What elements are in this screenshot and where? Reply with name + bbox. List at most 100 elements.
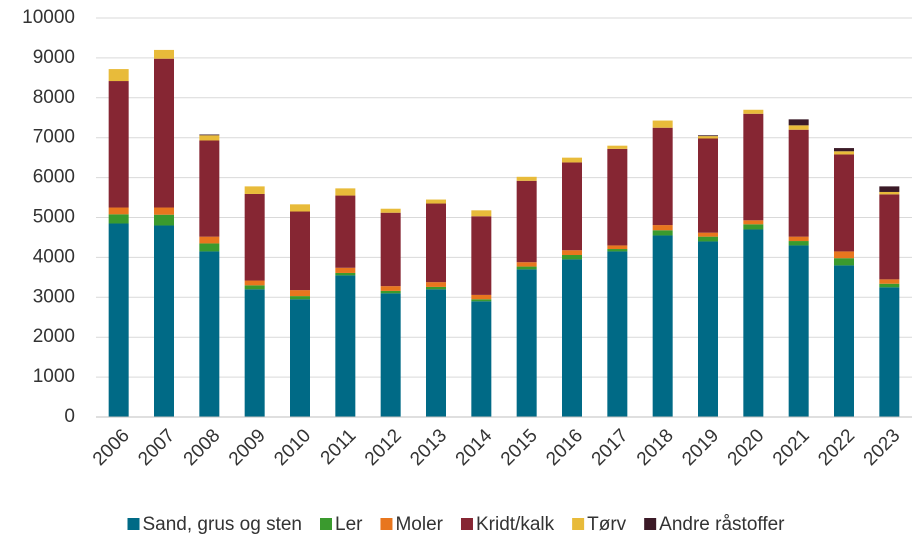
- bar-segment: [743, 113, 764, 221]
- bar-segment: [108, 207, 129, 215]
- bar-segment: [426, 282, 446, 287]
- bar-segment: [652, 235, 673, 417]
- legend-swatch: [644, 518, 657, 530]
- bar-segment: [380, 286, 401, 291]
- bar-segment: [471, 210, 492, 217]
- bar-segment: [879, 186, 900, 192]
- legend-swatch: [380, 518, 393, 530]
- bar-segment: [426, 289, 446, 417]
- y-tick-label: 7000: [33, 127, 75, 148]
- bar-segment: [290, 204, 310, 212]
- x-tick-label: 2016: [542, 425, 587, 470]
- bar-segment: [471, 299, 492, 302]
- legend-swatch: [127, 518, 140, 530]
- bar-segment: [199, 243, 220, 252]
- bar-segment: [516, 269, 537, 417]
- bar-segment: [879, 191, 900, 195]
- bar-segment: [879, 194, 900, 280]
- bar-segment: [834, 265, 854, 417]
- bar-segment: [335, 188, 356, 196]
- legend-label: Kridt/kalk: [476, 514, 555, 535]
- bar-segment: [562, 255, 582, 260]
- bar-segment: [652, 120, 673, 128]
- bar-segment: [199, 135, 220, 141]
- bar-segment: [154, 49, 174, 59]
- bar-segment: [562, 259, 582, 417]
- bar-segment: [335, 267, 356, 273]
- bar-segment: [834, 258, 854, 266]
- bar-segment: [743, 229, 764, 417]
- bar-segment: [380, 293, 401, 417]
- bar-segment: [562, 157, 582, 163]
- y-tick-label: 9000: [33, 47, 75, 68]
- bar-segment: [788, 236, 809, 242]
- bar-segment: [471, 216, 492, 295]
- legend-swatch: [460, 518, 473, 530]
- bar-segment: [607, 145, 628, 149]
- y-tick-label: 4000: [33, 246, 75, 267]
- x-tick-label: 2020: [724, 425, 769, 470]
- y-tick-label: 5000: [33, 207, 75, 228]
- x-tick-label: 2018: [633, 425, 678, 470]
- bar-segment: [834, 148, 854, 152]
- bar-segment: [516, 176, 537, 181]
- bar-segment: [199, 134, 220, 136]
- x-tick-label: 2014: [452, 425, 497, 470]
- bar-segment: [380, 212, 401, 287]
- bar-segment: [154, 225, 174, 417]
- bar-segment: [788, 245, 809, 417]
- bar-segment: [335, 272, 356, 276]
- bar-segment: [244, 280, 265, 286]
- y-tick-label: 6000: [33, 167, 75, 188]
- y-tick-label: 8000: [33, 87, 75, 108]
- y-tick-label: 3000: [33, 286, 75, 307]
- bar-segment: [698, 136, 718, 139]
- bar-segment: [471, 294, 492, 300]
- bar-segment: [244, 193, 265, 281]
- bar-segment: [108, 223, 129, 417]
- bar-segment: [199, 140, 220, 237]
- x-tick-label: 2011: [317, 425, 361, 469]
- x-tick-label: 2017: [588, 425, 633, 470]
- bar-segment: [426, 203, 446, 283]
- bar-segment: [335, 275, 356, 417]
- bar-segment: [879, 283, 900, 288]
- bar-segment: [607, 249, 628, 252]
- bar-segment: [652, 225, 673, 231]
- bar-segment: [380, 290, 401, 294]
- bar-segment: [108, 69, 129, 82]
- bar-segment: [788, 119, 809, 126]
- bar-segment: [698, 236, 718, 242]
- bar-segment: [154, 214, 174, 226]
- legend-label: Sand, grus og sten: [143, 514, 303, 535]
- x-tick-label: 2023: [860, 425, 905, 470]
- bar-segment: [607, 245, 628, 250]
- x-tick-label: 2008: [180, 425, 225, 470]
- bar-segment: [426, 199, 446, 204]
- legend-label: Ler: [335, 514, 363, 535]
- bar-segment: [607, 251, 628, 417]
- bar-segment: [290, 211, 310, 291]
- bar-segment: [607, 148, 628, 246]
- bar-segment: [199, 236, 220, 244]
- bar-segment: [471, 301, 492, 417]
- x-tick-label: 2007: [134, 425, 179, 470]
- bar-segment: [879, 287, 900, 417]
- legend-swatch: [320, 518, 332, 530]
- bar-segment: [879, 279, 900, 284]
- bar-segment: [154, 207, 174, 215]
- bar-segment: [516, 262, 537, 267]
- bar-segment: [562, 250, 582, 256]
- x-tick-label: 2015: [497, 425, 542, 470]
- bar-segment: [516, 266, 537, 270]
- bar-segment: [698, 241, 718, 417]
- bar-segment: [154, 58, 174, 208]
- bar-segment: [426, 286, 446, 290]
- bar-segment: [743, 220, 764, 225]
- bar-segment: [244, 186, 265, 194]
- bar-segment: [834, 154, 854, 252]
- bar-segment: [108, 214, 129, 224]
- x-tick-label: 2009: [225, 425, 270, 470]
- bar-segment: [335, 195, 356, 268]
